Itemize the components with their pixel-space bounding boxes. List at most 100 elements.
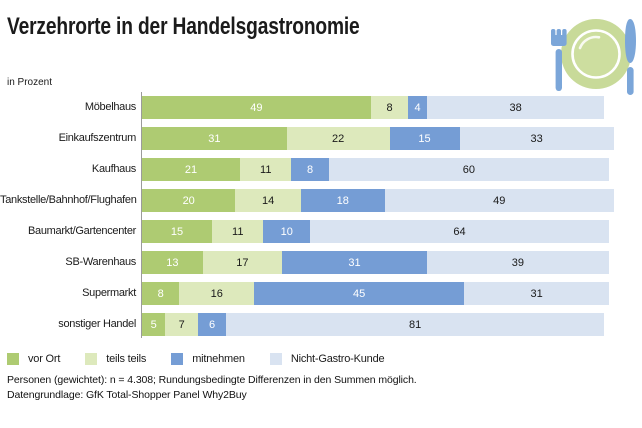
- bar-value-label: 49: [493, 194, 506, 207]
- legend-label: Nicht-Gastro-Kunde: [290, 353, 385, 365]
- bar-segment: 10: [263, 220, 311, 243]
- fork-icon: [551, 29, 567, 91]
- bar-stack: 8 16 45 31: [142, 282, 609, 305]
- chart-row: Supermarkt 8 16 45 31: [0, 282, 642, 305]
- bar-segment: 21: [142, 158, 241, 181]
- bar-value-label: 39: [511, 256, 525, 269]
- legend-swatch: [171, 353, 184, 365]
- bar-value-label: 8: [307, 163, 314, 176]
- legend-label: teils teils: [106, 353, 147, 365]
- bar-value-label: 81: [409, 318, 422, 331]
- bar-value-label: 11: [232, 225, 244, 238]
- legend-item: teils teils: [85, 353, 146, 365]
- chart-row: Tankstelle/Bahnhof/Flughafen 20 14 18 49: [0, 189, 642, 212]
- bar-stack: 31 22 15 33: [142, 127, 614, 150]
- category-label: sonstiger Handel: [58, 318, 136, 330]
- legend-swatch: [269, 353, 282, 365]
- category-label: Baumarkt/Gartencenter: [27, 225, 136, 237]
- category-label: Möbelhaus: [84, 101, 136, 113]
- bar-value-label: 16: [210, 287, 223, 300]
- stacked-bar-chart: Möbelhaus 49 8 4 38 Einkaufszentrum 31 22 15 33 Ka…: [0, 96, 642, 344]
- bar-segment: 18: [300, 189, 385, 212]
- bar-segment: 7: [165, 313, 199, 336]
- bar-segment: 20: [142, 189, 236, 212]
- bar-segment: 8: [291, 158, 329, 181]
- bar-value-label: 49: [250, 101, 263, 114]
- legend-item: vor Ort: [7, 353, 60, 365]
- legend-label: mitnehmen: [192, 353, 245, 365]
- bar-value-label: 17: [236, 256, 249, 269]
- bar-segment: 14: [235, 189, 301, 212]
- bar-value-label: 31: [530, 287, 543, 300]
- bar-value-label: 6: [208, 318, 216, 331]
- bar-segment: 31: [282, 251, 427, 274]
- bar-value-label: 10: [280, 225, 293, 238]
- category-label: SB-Warenhaus: [65, 256, 136, 268]
- bar-segment: 16: [179, 282, 255, 305]
- chart-row: Möbelhaus 49 8 4 38: [0, 96, 642, 119]
- category-label: Supermarkt: [82, 287, 136, 299]
- bar-value-label: 4: [414, 101, 421, 114]
- bar-segment: 81: [226, 313, 605, 336]
- page-title: Verzehrorte in der Handelsgastronomie: [7, 13, 360, 40]
- fork-plate-knife-icon: [551, 19, 636, 95]
- bar-stack: 49 8 4 38: [142, 96, 605, 119]
- bar-segment: 33: [459, 127, 614, 150]
- bar-segment: 60: [328, 158, 609, 181]
- bar-value-label: 31: [348, 256, 361, 269]
- bar-value-label: 15: [170, 225, 184, 238]
- bar-value-label: 21: [184, 163, 198, 176]
- bar-value-label: 33: [530, 132, 543, 145]
- legend-swatch: [7, 353, 19, 365]
- chart-row: sonstiger Handel 5 7 6 81: [0, 313, 642, 336]
- bar-segment: 49: [384, 189, 614, 212]
- bar-value-label: 15: [418, 132, 431, 145]
- bar-segment: 8: [142, 282, 180, 305]
- bar-segment: 13: [142, 251, 203, 274]
- plate-icon: [561, 19, 631, 89]
- footnote-line-1: Personen (gewichtet): n = 4.308; Rundung…: [7, 374, 417, 386]
- bar-value-label: 18: [336, 194, 349, 207]
- bar-segment: 45: [254, 282, 465, 305]
- chart-row: Baumarkt/Gartencenter 15 11 10 64: [0, 220, 642, 243]
- bar-stack: 13 17 31 39: [142, 251, 609, 274]
- bar-segment: 22: [286, 127, 390, 150]
- y-axis-line: [141, 92, 142, 338]
- legend-item: Nicht-Gastro-Kunde: [269, 353, 385, 365]
- bar-value-label: 38: [509, 101, 522, 114]
- bar-segment: 38: [426, 96, 605, 119]
- category-label: Einkaufszentrum: [58, 132, 137, 144]
- bar-value-label: 22: [332, 132, 345, 145]
- bar-value-label: 11: [260, 163, 272, 176]
- bar-segment: 8: [370, 96, 409, 119]
- bar-value-label: 8: [386, 101, 393, 114]
- bar-stack: 21 11 8 60: [142, 158, 609, 181]
- bar-value-label: 7: [178, 318, 185, 331]
- chart-row: Kaufhaus 21 11 8 60: [0, 158, 642, 181]
- bar-stack: 15 11 10 64: [142, 220, 609, 243]
- legend-swatch: [85, 353, 98, 365]
- bar-segment: 49: [142, 96, 371, 119]
- bar-value-label: 31: [208, 132, 221, 145]
- footnote: Personen (gewichtet): n = 4.308; Rundung…: [7, 373, 417, 402]
- chart-row: Einkaufszentrum 31 22 15 33: [0, 127, 642, 150]
- bar-segment: 15: [142, 220, 213, 243]
- bar-segment: 39: [426, 251, 609, 274]
- bar-stack: 5 7 6 81: [142, 313, 605, 336]
- bar-segment: 11: [212, 220, 264, 243]
- bar-segment: 11: [240, 158, 292, 181]
- bar-segment: 15: [389, 127, 460, 150]
- bar-segment: 31: [464, 282, 609, 305]
- footnote-line-2: Datengrundlage: GfK Total-Shopper Panel …: [7, 388, 247, 401]
- bar-value-label: 45: [353, 287, 366, 300]
- bar-value-label: 13: [166, 256, 179, 269]
- bar-value-label: 20: [182, 194, 195, 207]
- bar-segment: 6: [198, 313, 227, 336]
- legend: vor Ort teils teils mitnehmen Nicht-Gastro-…: [7, 353, 385, 365]
- bar-value-label: 14: [261, 194, 275, 207]
- legend-item: mitnehmen: [171, 353, 245, 365]
- category-label: Kaufhaus: [91, 163, 136, 175]
- bar-value-label: 60: [462, 163, 475, 176]
- bar-value-label: 5: [150, 318, 157, 331]
- legend-label: vor Ort: [28, 353, 61, 365]
